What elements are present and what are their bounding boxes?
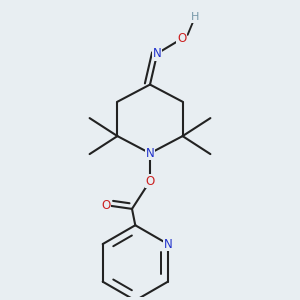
Text: N: N <box>153 47 162 60</box>
Text: O: O <box>101 199 110 212</box>
Text: O: O <box>177 32 186 45</box>
Text: O: O <box>146 175 154 188</box>
Text: H: H <box>190 13 199 22</box>
Text: N: N <box>164 238 172 250</box>
Text: N: N <box>146 147 154 160</box>
